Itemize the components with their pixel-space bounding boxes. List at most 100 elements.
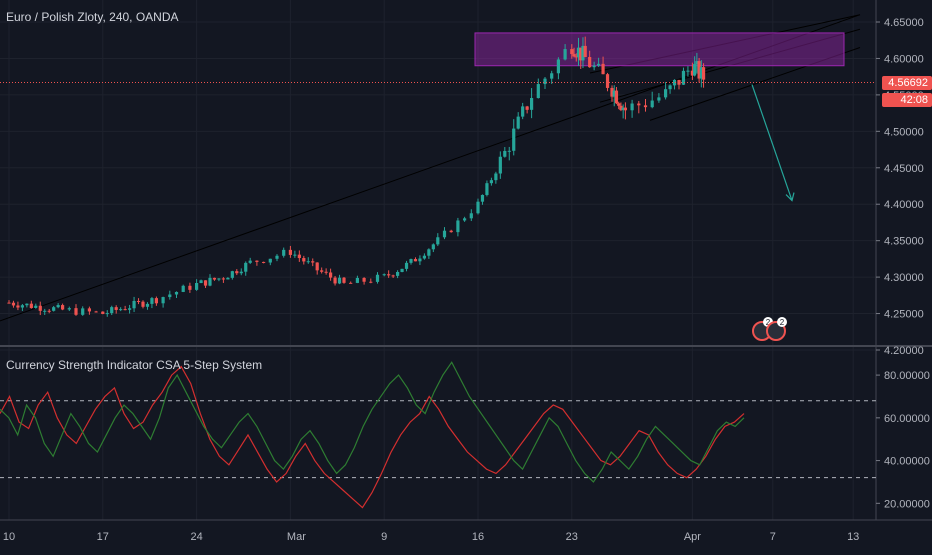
candle-body: [550, 73, 554, 79]
candle-body: [320, 270, 324, 272]
candle-body: [195, 282, 199, 290]
candle-body: [123, 309, 127, 311]
candle-body: [672, 79, 677, 86]
candle-timer-tag: 42:08: [882, 93, 932, 107]
candle-body: [16, 305, 20, 308]
candle-body: [512, 128, 516, 151]
candle-body: [697, 61, 701, 79]
candle-body: [610, 87, 614, 97]
candle-body: [693, 64, 697, 76]
candle-body: [516, 116, 520, 129]
candle-body: [81, 308, 85, 315]
event-badge-count: 2: [780, 318, 785, 327]
y-tick-label: 4.35000: [884, 236, 924, 248]
candle-body: [530, 98, 534, 110]
candle-body: [101, 311, 105, 314]
candle-body: [404, 262, 409, 269]
x-tick-label: 17: [97, 531, 109, 543]
candle-body: [543, 78, 547, 85]
candle-body: [621, 107, 625, 111]
candle-body: [418, 258, 422, 262]
candle-body: [456, 220, 460, 233]
candle-body: [288, 249, 292, 255]
candle-body: [677, 79, 681, 85]
projection-arrowhead: [785, 192, 795, 202]
candle-body: [329, 272, 333, 278]
candle-body: [141, 301, 145, 307]
candle-body: [695, 61, 699, 65]
candle-body: [686, 70, 690, 72]
candle-body: [579, 47, 583, 61]
candle-body: [400, 268, 404, 273]
x-tick-label: 13: [847, 531, 859, 543]
candle-body: [387, 274, 391, 276]
candle-body: [105, 313, 109, 315]
candle-body: [349, 282, 353, 284]
candle-body: [664, 89, 668, 98]
y-tick-label: 4.65000: [884, 17, 924, 29]
x-tick-label: 9: [381, 531, 387, 543]
candle-body: [145, 303, 150, 307]
candle-body: [480, 194, 485, 202]
candle-body: [612, 90, 616, 97]
candle-body: [110, 307, 114, 314]
candle-body: [311, 261, 315, 263]
candle-body: [525, 106, 529, 110]
candle-body: [449, 230, 453, 233]
candle-body: [583, 45, 587, 58]
candle-body: [570, 49, 574, 55]
candle-body: [521, 106, 525, 117]
candle-body: [657, 97, 661, 101]
resistance-zone: [474, 32, 845, 67]
candle-body: [161, 297, 165, 304]
candle-body: [293, 254, 297, 256]
candle-body: [690, 70, 694, 76]
candle-body: [597, 63, 601, 66]
candle-body: [38, 305, 42, 311]
chart-title: Euro / Polish Zloty, 240, OANDA: [6, 10, 179, 24]
candle-body: [67, 308, 71, 310]
candle-body: [7, 302, 11, 304]
candle-body: [132, 300, 136, 309]
y-tick-label: 4.30000: [884, 272, 924, 284]
candle-body: [56, 305, 60, 308]
y-tick-label: 4.60000: [884, 53, 924, 65]
candle-body: [485, 183, 489, 195]
candle-body: [61, 305, 65, 310]
candle-body: [701, 67, 706, 80]
candle-body: [563, 49, 567, 60]
candle-body: [396, 272, 400, 276]
candle-body: [588, 57, 592, 68]
candle-body: [25, 303, 29, 306]
candle-body: [94, 311, 98, 313]
candle-body: [302, 258, 306, 262]
candle-body: [174, 291, 179, 295]
candle-body: [47, 310, 51, 312]
candle-body: [576, 47, 581, 58]
candle-body: [643, 105, 648, 108]
candle-body: [442, 230, 447, 238]
candle-body: [431, 244, 435, 250]
candle-body: [208, 277, 212, 286]
y-tick-label: 4.25000: [884, 309, 924, 321]
indicator-green-line: [0, 361, 745, 483]
candle-body: [369, 281, 373, 283]
y-tick-label: 4.40000: [884, 199, 924, 211]
candle-body: [574, 56, 578, 58]
candle-body: [315, 262, 319, 271]
candle-body: [469, 213, 473, 219]
projection-arrow: [751, 84, 793, 201]
indicator-title: Currency Strength Indicator CSA 5-Step S…: [6, 358, 263, 372]
x-tick-label: 10: [3, 531, 15, 543]
candle-body: [463, 218, 467, 221]
event-badge-dot: [777, 317, 787, 327]
x-tick-label: 24: [190, 531, 202, 543]
candle-body: [282, 249, 286, 256]
candle-body: [333, 277, 337, 284]
candle-body: [507, 150, 511, 152]
candle-body: [244, 262, 248, 272]
candle-body: [362, 277, 366, 282]
candle-body: [29, 303, 33, 308]
